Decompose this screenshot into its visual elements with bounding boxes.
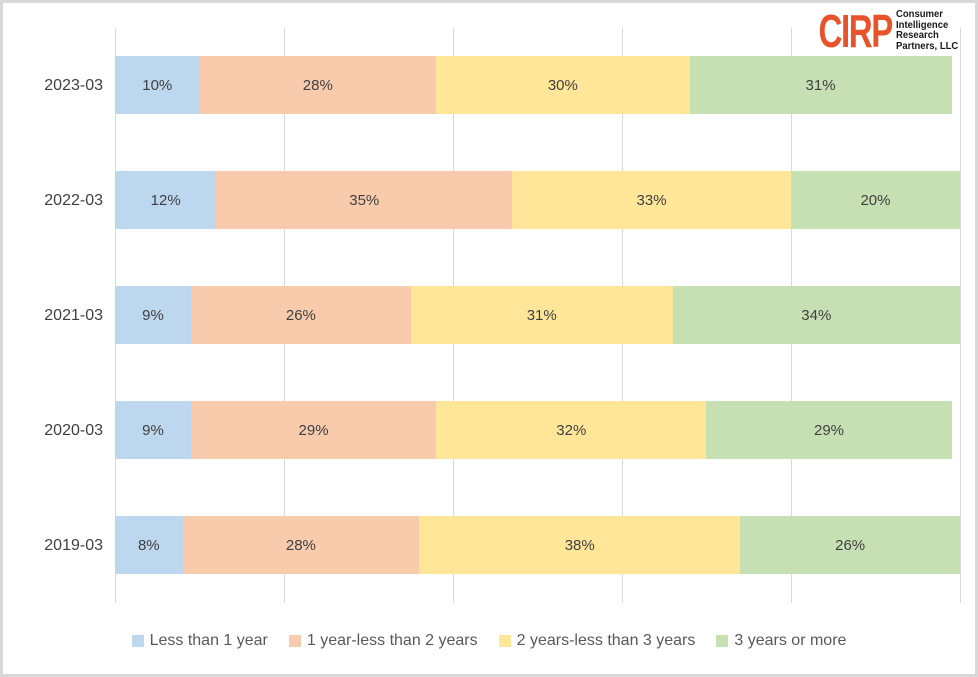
bar-segment: 29% — [706, 401, 952, 459]
data-label: 31% — [805, 76, 836, 94]
bar-segment: 9% — [115, 286, 192, 344]
data-label: 20% — [860, 191, 891, 209]
data-label: 29% — [298, 421, 329, 439]
bar-segment: 31% — [410, 286, 673, 344]
bar-segment: 8% — [115, 516, 183, 574]
data-label: 35% — [349, 191, 380, 209]
data-label: 8% — [137, 536, 160, 554]
bar-segment: 31% — [689, 56, 952, 114]
bar-segment: 33% — [512, 171, 791, 229]
data-label: 34% — [801, 306, 832, 324]
bar-segment: 32% — [436, 401, 707, 459]
category-label: 2022-03 — [44, 191, 103, 209]
logo-line: Partners, LLC — [896, 40, 959, 52]
data-label: 33% — [636, 191, 667, 209]
data-label: 10% — [142, 76, 173, 94]
stacked-bar: 9% 26% 31% 34% — [115, 286, 960, 344]
data-label: 38% — [564, 536, 595, 554]
category-axis: 2023-03 2022-03 2021-03 2020-03 2019-03 — [3, 28, 103, 603]
category-label: 2023-03 — [44, 76, 103, 94]
bar-segment: 9% — [115, 401, 192, 459]
bar-segment: 10% — [115, 56, 200, 114]
bar-segment: 29% — [191, 401, 437, 459]
bar-segment: 26% — [740, 516, 960, 574]
legend-label: 3 years or more — [734, 632, 847, 649]
legend-item: Less than 1 year — [131, 632, 268, 650]
data-label: 26% — [835, 536, 866, 554]
bar-band: 8% 28% 38% 26% — [115, 488, 960, 603]
stacked-bar: 10% 28% 30% 31% — [115, 56, 960, 114]
stacked-bar-plot: 10% 28% 30% 31% 12% 35% 33% 20% 9% 26% 31% 34% 9% 29%… — [115, 28, 960, 603]
bar-band: 10% 28% 30% 31% — [115, 28, 960, 143]
bar-segment: 28% — [182, 516, 420, 574]
data-label: 30% — [547, 76, 578, 94]
legend-label: 1 year-less than 2 years — [306, 632, 478, 649]
bar-segment: 38% — [419, 516, 741, 574]
data-label: 28% — [285, 536, 316, 554]
category-label: 2019-03 — [44, 536, 103, 554]
legend-marker-icon — [288, 635, 301, 647]
cirp-logo-text: Consumer Intelligence Research Partners,… — [896, 9, 959, 52]
data-label: 31% — [526, 306, 557, 324]
legend-marker-icon — [498, 635, 511, 647]
bar-band: 12% 35% 33% 20% — [115, 143, 960, 258]
stacked-bar: 8% 28% 38% 26% — [115, 516, 960, 574]
stacked-bar: 12% 35% 33% 20% — [115, 171, 960, 229]
data-label: 9% — [142, 421, 164, 439]
legend-marker-icon — [131, 635, 144, 647]
category-label: 2020-03 — [44, 421, 103, 439]
data-label: 12% — [150, 191, 181, 209]
legend-item: 1 year-less than 2 years — [288, 632, 478, 650]
data-label: 29% — [813, 421, 845, 439]
category-label: 2021-03 — [44, 306, 103, 324]
data-label: 26% — [285, 306, 316, 324]
bar-segment: 20% — [790, 171, 960, 229]
data-label: 9% — [142, 306, 164, 324]
bar-segment: 26% — [191, 286, 411, 344]
cirp-logo-mark: CIRP — [818, 5, 893, 57]
legend-item: 3 years or more — [716, 632, 846, 650]
bar-band: 9% 26% 31% 34% — [115, 258, 960, 373]
stacked-bar: 9% 29% 32% 29% — [115, 401, 960, 459]
bar-band: 9% 29% 32% 29% — [115, 373, 960, 488]
legend-label: 2 years-less than 3 years — [516, 632, 696, 649]
bar-segment: 28% — [199, 56, 437, 114]
data-label: 32% — [556, 421, 587, 439]
gridline — [959, 28, 961, 603]
legend-marker-icon — [716, 635, 729, 647]
data-label: 28% — [302, 76, 333, 94]
legend-label: Less than 1 year — [149, 632, 268, 649]
legend-item: 2 years-less than 3 years — [498, 632, 696, 650]
logo-line: Intelligence — [896, 19, 949, 31]
bar-segment: 30% — [436, 56, 690, 114]
cirp-logo: CIRP Consumer Intelligence Research Part… — [790, 5, 962, 57]
bar-segment: 12% — [115, 171, 217, 229]
logo-line: Consumer — [896, 9, 944, 20]
bar-segment: 34% — [672, 286, 960, 344]
logo-line: Research — [896, 30, 940, 41]
legend: Less than 1 year 1 year-less than 2 years… — [3, 632, 975, 650]
bar-segment: 35% — [216, 171, 513, 229]
